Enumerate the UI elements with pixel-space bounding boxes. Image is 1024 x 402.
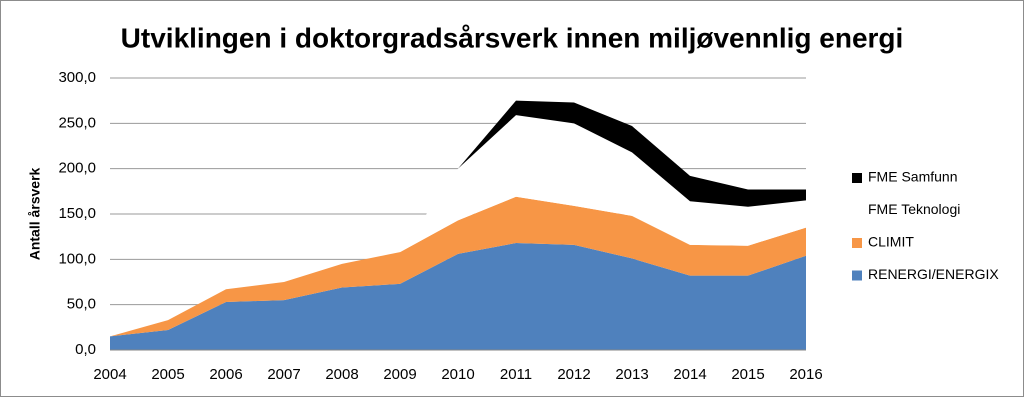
legend-swatch (852, 173, 862, 183)
legend-label: CLIMIT (868, 234, 914, 250)
y-tick-label: 300,0 (58, 69, 96, 86)
legend-label: FME Samfunn (868, 169, 957, 185)
x-tick-label: 2005 (151, 366, 184, 383)
x-tick-label: 2006 (209, 366, 242, 383)
x-tick-label: 2007 (267, 366, 300, 383)
y-tick-label: 150,0 (58, 205, 96, 222)
x-tick-label: 2013 (615, 366, 648, 383)
y-tick-label: 50,0 (67, 296, 96, 313)
y-tick-label: 250,0 (58, 114, 96, 131)
legend-swatch (852, 270, 862, 281)
x-tick-label: 2010 (441, 366, 474, 383)
legend-swatch (852, 205, 862, 216)
legend-label: RENERGI/ENERGIX (868, 266, 999, 282)
x-tick-label: 2014 (673, 366, 706, 383)
x-tick-label: 2008 (325, 366, 358, 383)
area (110, 115, 806, 337)
x-tick-label: 2012 (557, 366, 590, 383)
legend-label: FME Teknologi (868, 201, 960, 217)
y-tick-label: 200,0 (58, 160, 96, 177)
y-tick-label: 100,0 (58, 250, 96, 267)
area (110, 196, 806, 337)
area (110, 243, 806, 350)
x-tick-label: 2016 (789, 366, 822, 383)
y-axis-label: Antall årsverk (27, 167, 43, 260)
y-tick-label: 0,0 (75, 341, 96, 358)
x-tick-label: 2004 (93, 366, 126, 383)
chart-title: Utviklingen i doktorgradsårsverk innen m… (121, 22, 904, 53)
x-tick-label: 2009 (383, 366, 416, 383)
x-tick-label: 2015 (731, 366, 764, 383)
x-tick-label: 2011 (500, 366, 532, 383)
legend-swatch (852, 238, 862, 248)
